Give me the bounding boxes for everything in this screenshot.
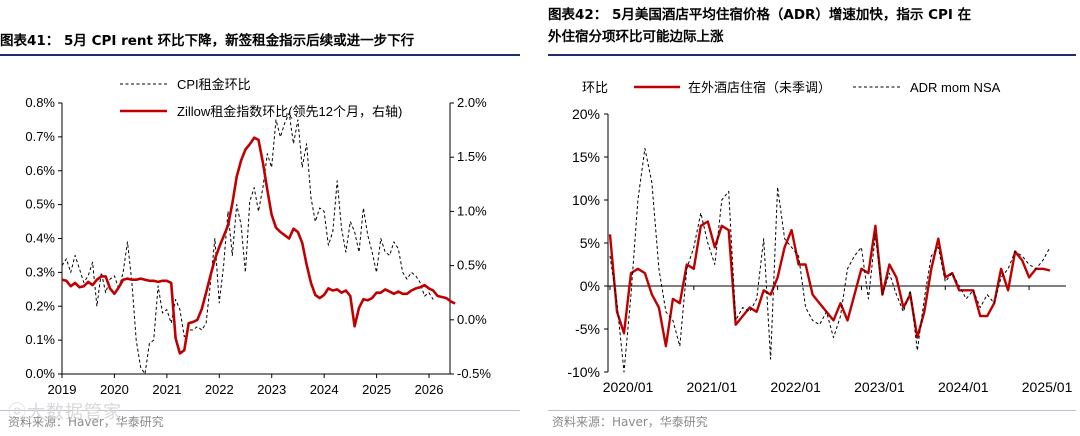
x-tick-label: 2020/01 (603, 379, 654, 395)
series-line-hotel-lodging (608, 220, 1051, 348)
y-tick-label: 15% (572, 149, 600, 165)
right-y-tick-label: 0.0% (457, 312, 487, 327)
axis-unit-label: 环比 (582, 80, 608, 95)
right-y-tick-label: 2.0% (457, 95, 487, 110)
watermark-icon: ⓞ (8, 402, 27, 423)
x-tick-label: 2022 (205, 382, 234, 397)
x-tick-label: 2024/01 (938, 379, 989, 395)
left-chart-svg: 0.0% 0.1% 0.2% 0.3% 0.4% 0.5% 0.6% 0.7% 0.8% -0.5… (25, 77, 491, 397)
x-tick-label: 2025 (362, 382, 391, 397)
x-tick-label: 2026 (415, 382, 444, 397)
x-tick-label: 2023/01 (854, 379, 905, 395)
left-chart-title: 图表41： 5月 CPI rent 环比下降，新签租金指示后续或进一步下行 (0, 33, 415, 49)
x-tick-label: 2023 (257, 382, 286, 397)
watermark-text: 大数据管家 (27, 402, 122, 423)
x-tick-label: 2019 (48, 382, 77, 397)
right-title-line1: 图表42： 5月美国酒店平均住宿价格（ADR）增速加快，指示 CPI 在 (548, 7, 972, 23)
x-tick-label: 2020 (100, 382, 129, 397)
x-tick-label: 2021/01 (687, 379, 738, 395)
x-tick-label: 2021 (152, 382, 181, 397)
series-line-zillow (61, 136, 456, 355)
y-tick-label: -10% (567, 364, 600, 380)
legend-label-adr-mom: ADR mom NSA (910, 80, 1001, 95)
left-y-tick-label: 0.3% (25, 264, 55, 279)
left-y-tick-label: 0.7% (25, 129, 55, 144)
left-y-tick-label: 0.1% (25, 332, 55, 347)
y-tick-label: 20% (572, 106, 600, 122)
left-y-tick-label: 0.2% (25, 298, 55, 313)
left-y-tick-label: 0.4% (25, 231, 55, 246)
series-line-adr-mom (609, 147, 1051, 373)
x-tick-label: 2022/01 (770, 379, 821, 395)
left-y-tick-label: 0.6% (25, 163, 55, 178)
series-line-cpi-rent (61, 112, 434, 375)
right-footer-divider (548, 410, 1076, 411)
legend-label-hotel-lodging: 在外酒店住宿（未季调） (688, 80, 831, 95)
right-chart-svg: -10% -5% 0% 5% 10% 15% 20% 2020/01 2021/01 2022/0… (567, 80, 1073, 395)
x-tick-label: 2025/01 (1022, 379, 1073, 395)
right-chart-panel: 图表42： 5月美国酒店平均住宿价格（ADR）增速加快，指示 CPI 在 外住宿… (548, 0, 1080, 436)
right-y-tick-label: -0.5% (457, 366, 491, 381)
left-chart-panel: 图表41： 5月 CPI rent 环比下降，新签租金指示后续或进一步下行 0.… (0, 0, 525, 436)
watermark-logo: ⓞ大数据管家 (8, 398, 122, 424)
right-source-note: 资料来源：Haver，华泰研究 (552, 415, 708, 429)
right-y-tick-label: 0.5% (457, 258, 487, 273)
y-tick-label: 0% (580, 278, 600, 294)
left-y-tick-label: 0.0% (25, 366, 55, 381)
y-tick-label: -5% (575, 321, 600, 337)
y-tick-label: 10% (572, 192, 600, 208)
y-tick-label: 5% (580, 235, 600, 251)
left-footer-divider (0, 410, 520, 411)
legend-label-cpi-rent: CPI租金环比 (177, 77, 251, 92)
right-title-divider (548, 54, 1076, 56)
left-y-tick-label: 0.8% (25, 95, 55, 110)
x-tick-label: 2024 (310, 382, 339, 397)
right-chart-title: 图表42： 5月美国酒店平均住宿价格（ADR）增速加快，指示 CPI 在 外住宿… (548, 4, 971, 48)
right-y-tick-label: 1.5% (457, 149, 487, 164)
right-title-line2: 外住宿分项环比可能边际上涨 (548, 29, 724, 45)
left-title-divider (0, 54, 520, 56)
left-source-note: 资料来源：Haver，华泰研究 (8, 415, 164, 429)
left-y-tick-label: 0.5% (25, 197, 55, 212)
legend-label-zillow: Zillow租金指数环比(领先12个月，右轴) (177, 104, 402, 119)
right-y-tick-label: 1.0% (457, 203, 487, 218)
